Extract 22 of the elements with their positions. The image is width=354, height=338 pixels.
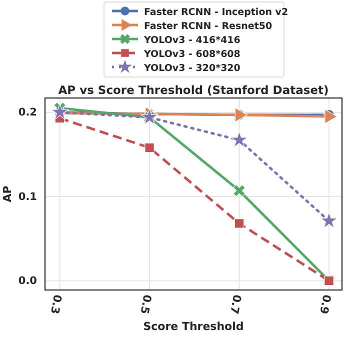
x-tick-label: 0.9	[317, 294, 334, 316]
legend-label: Faster RCNN - Resnet50	[144, 21, 272, 32]
point	[51, 103, 68, 120]
x-tick-label: 0.7	[227, 294, 244, 316]
legend-label: YOLOv3 - 416*416	[143, 35, 241, 46]
chart-title: AP vs Score Threshold (Stanford Dataset)	[58, 83, 329, 97]
legend-label: Faster RCNN - Inception v2	[144, 7, 288, 18]
x-tick-label: 0.5	[138, 294, 154, 316]
legend-label: YOLOv3 - 608*608	[143, 49, 241, 60]
point	[144, 142, 154, 153]
y-tick-label: 0.2	[18, 106, 37, 119]
y-tick-label: 0.1	[18, 190, 37, 203]
point	[234, 218, 244, 228]
x-tick-label: 0.3	[48, 294, 64, 316]
point	[233, 184, 246, 197]
x-axis-title: Score Threshold	[143, 320, 244, 333]
point	[140, 108, 158, 125]
y-tick-label: 0.0	[18, 275, 37, 288]
legend-label: YOLOv3 - 320*320	[143, 63, 241, 74]
point	[230, 131, 248, 148]
point	[320, 212, 338, 228]
y-axis-title: AP	[1, 186, 14, 202]
